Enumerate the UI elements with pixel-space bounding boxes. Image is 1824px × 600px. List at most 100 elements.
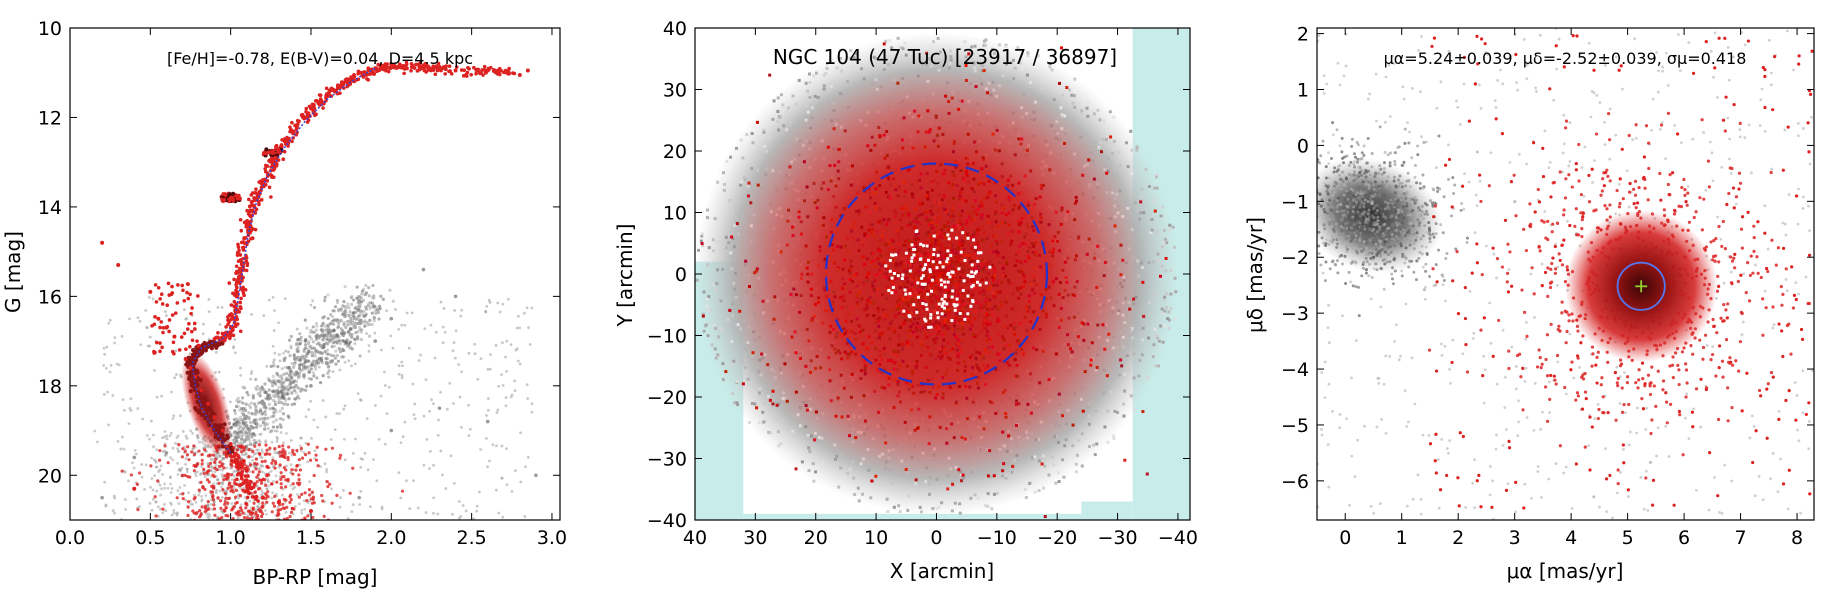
sky-field-pixel	[931, 40, 935, 44]
cmd-member-star	[188, 344, 192, 349]
cmd-member-star	[256, 473, 260, 477]
cmd-member-star	[338, 91, 342, 95]
sky-field-pixel	[700, 234, 704, 238]
cmd-member-star	[188, 360, 193, 366]
cmd-member-star	[229, 317, 234, 322]
cmd-member-star	[226, 315, 230, 319]
cmd-member-star	[188, 365, 193, 370]
cmd-field-star	[494, 488, 498, 492]
cmd-field-star	[412, 413, 416, 417]
cmd-field-star	[170, 390, 173, 394]
cmd-field-star	[488, 300, 492, 304]
cmd-member-star	[478, 71, 482, 76]
sky-field-pixel	[1162, 228, 1166, 232]
sky-field-pixel	[714, 356, 718, 360]
sky-field-pixel	[750, 166, 754, 170]
cmd-field-star	[346, 323, 350, 327]
cmd-field-star	[472, 517, 476, 520]
cmd-field-star	[241, 401, 245, 405]
cmd-x-tick-label: 2.5	[457, 527, 487, 549]
cmd-field-star	[353, 341, 357, 346]
sky-field-pixel	[1159, 214, 1163, 218]
cmd-field-star	[497, 511, 501, 515]
cmd-field-star	[153, 369, 156, 372]
sky-field-pixel	[839, 56, 843, 60]
cmd-field-star	[364, 305, 368, 309]
cmd-field-star	[421, 267, 426, 272]
cmd-field-star	[293, 361, 297, 365]
cmd-field-star	[351, 298, 356, 302]
cmd-member-star	[287, 445, 291, 449]
cmd-field-star	[341, 329, 345, 333]
cmd-field-star	[484, 310, 488, 314]
cmd-field-star	[285, 385, 289, 389]
cmd-field-star	[267, 402, 271, 406]
cmd-member-star	[177, 348, 182, 352]
sky-field-pixel	[706, 263, 710, 267]
sky-field-pixel	[1112, 115, 1116, 119]
cmd-field-star	[327, 375, 331, 379]
sky-field-pixel	[1023, 487, 1027, 491]
cmd-member-star	[220, 444, 225, 449]
sky-field-pixel	[829, 59, 833, 63]
cmd-field-star	[501, 302, 505, 306]
cmd-field-star	[233, 474, 236, 478]
cmd-field-star	[461, 504, 465, 507]
cmd-member-star	[213, 341, 218, 346]
cmd-field-star	[314, 523, 317, 526]
cmd-member-star	[335, 493, 339, 497]
cmd-field-star	[312, 359, 316, 363]
sky-field-pixel	[1111, 151, 1115, 155]
cmd-member-star	[214, 425, 219, 430]
cmd-field-star	[342, 407, 346, 411]
cmd-member-star	[202, 340, 207, 346]
cmd-member-star	[469, 72, 474, 77]
cmd-field-star	[400, 376, 404, 380]
cmd-field-star	[391, 299, 395, 303]
cmd-member-star	[264, 483, 268, 487]
cmd-member-star	[216, 335, 220, 340]
cmd-field-star	[105, 345, 109, 349]
cmd-field-star	[515, 326, 519, 330]
cmd-field-star	[112, 494, 116, 498]
cmd-member-star	[190, 338, 195, 343]
cmd-field-star	[448, 381, 452, 385]
cmd-field-star	[383, 442, 387, 446]
cmd-field-star	[245, 390, 249, 395]
cmd-x-tick-label: 0.0	[55, 527, 85, 549]
cmd-member-star	[245, 495, 250, 500]
cmd-member-star	[256, 487, 261, 491]
sky-field-pixel	[1168, 223, 1172, 227]
cmd-field-star	[354, 317, 358, 321]
cmd-member-star	[273, 447, 277, 451]
sky-mask-region	[743, 513, 1088, 520]
sky-field-pixel	[850, 65, 854, 69]
cmd-field-star	[329, 336, 333, 341]
cmd-member-star	[295, 481, 300, 485]
sky-field-pixel	[1001, 74, 1005, 78]
cmd-field-star	[308, 330, 313, 334]
cmd-member-star	[289, 128, 294, 133]
cmd-field-star	[131, 461, 134, 465]
cmd-member-star	[243, 287, 248, 292]
cmd-field-star	[272, 378, 276, 382]
cmd-field-star	[304, 415, 308, 419]
cmd-member-star	[239, 296, 243, 301]
cmd-field-star	[389, 316, 394, 321]
cmd-field-star	[161, 450, 165, 454]
cmd-member-star	[286, 455, 290, 460]
cmd-field-star	[335, 298, 340, 303]
cmd-field-star	[255, 388, 258, 392]
cmd-member-star	[202, 467, 206, 471]
sky-field-pixel	[1031, 456, 1035, 460]
sky-field-pixel	[1153, 199, 1157, 203]
cmd-member-star	[203, 448, 207, 452]
cmd-field-star	[307, 348, 310, 351]
cmd-member-star	[257, 522, 260, 525]
cmd-member-star	[328, 482, 332, 486]
cmd-field-star	[306, 350, 310, 354]
sky-field-pixel	[1146, 376, 1150, 380]
cmd-member-star	[308, 458, 313, 462]
cmd-field-star	[356, 321, 361, 326]
